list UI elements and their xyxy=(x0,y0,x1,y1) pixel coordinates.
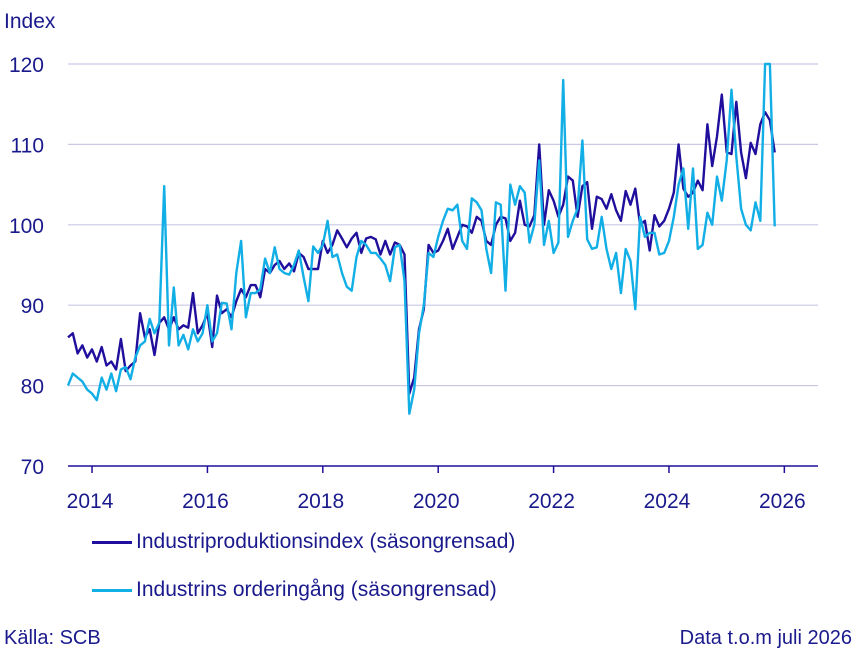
y-tick-label-80: 80 xyxy=(21,376,44,399)
y-tick-label-70: 70 xyxy=(21,456,44,479)
legend-label-production: Industriproduktionsindex (säsongrensad) xyxy=(136,530,516,553)
y-tick-label-90: 90 xyxy=(21,295,44,318)
legend-swatch-production xyxy=(92,540,132,544)
legend-item-production: Industriproduktionsindex (säsongrensad) xyxy=(92,530,515,554)
y-axis-title: Index xyxy=(4,10,56,33)
x-tick-labels: 2014 2016 2018 2020 2022 2024 2026 xyxy=(67,490,806,513)
y-tick-label-110: 110 xyxy=(11,134,44,157)
x-tick-label-2018: 2018 xyxy=(297,490,344,513)
y-tick-labels: 70 80 90 100 110 120 xyxy=(9,54,44,479)
series-line-orders xyxy=(66,62,776,415)
data-through-note: Data t.o.m juli 2026 xyxy=(679,627,852,649)
x-tick-label-2016: 2016 xyxy=(182,490,229,513)
x-axis xyxy=(68,465,818,473)
legend-label-orders: Industrins orderingång (säsongrensad) xyxy=(136,578,497,601)
y-tick-label-120: 120 xyxy=(9,54,44,77)
legend-swatch-orders xyxy=(92,588,132,592)
y-tick-label-100: 100 xyxy=(9,215,44,238)
x-tick-label-2022: 2022 xyxy=(528,490,575,513)
source-note: Källa: SCB xyxy=(4,627,101,649)
series-lines xyxy=(66,62,776,415)
legend-item-orders: Industrins orderingång (säsongrensad) xyxy=(92,578,497,602)
x-tick-label-2026: 2026 xyxy=(759,490,806,513)
x-tick-label-2024: 2024 xyxy=(644,490,691,513)
x-tick-label-2020: 2020 xyxy=(413,490,460,513)
x-tick-label-2014: 2014 xyxy=(67,490,114,513)
